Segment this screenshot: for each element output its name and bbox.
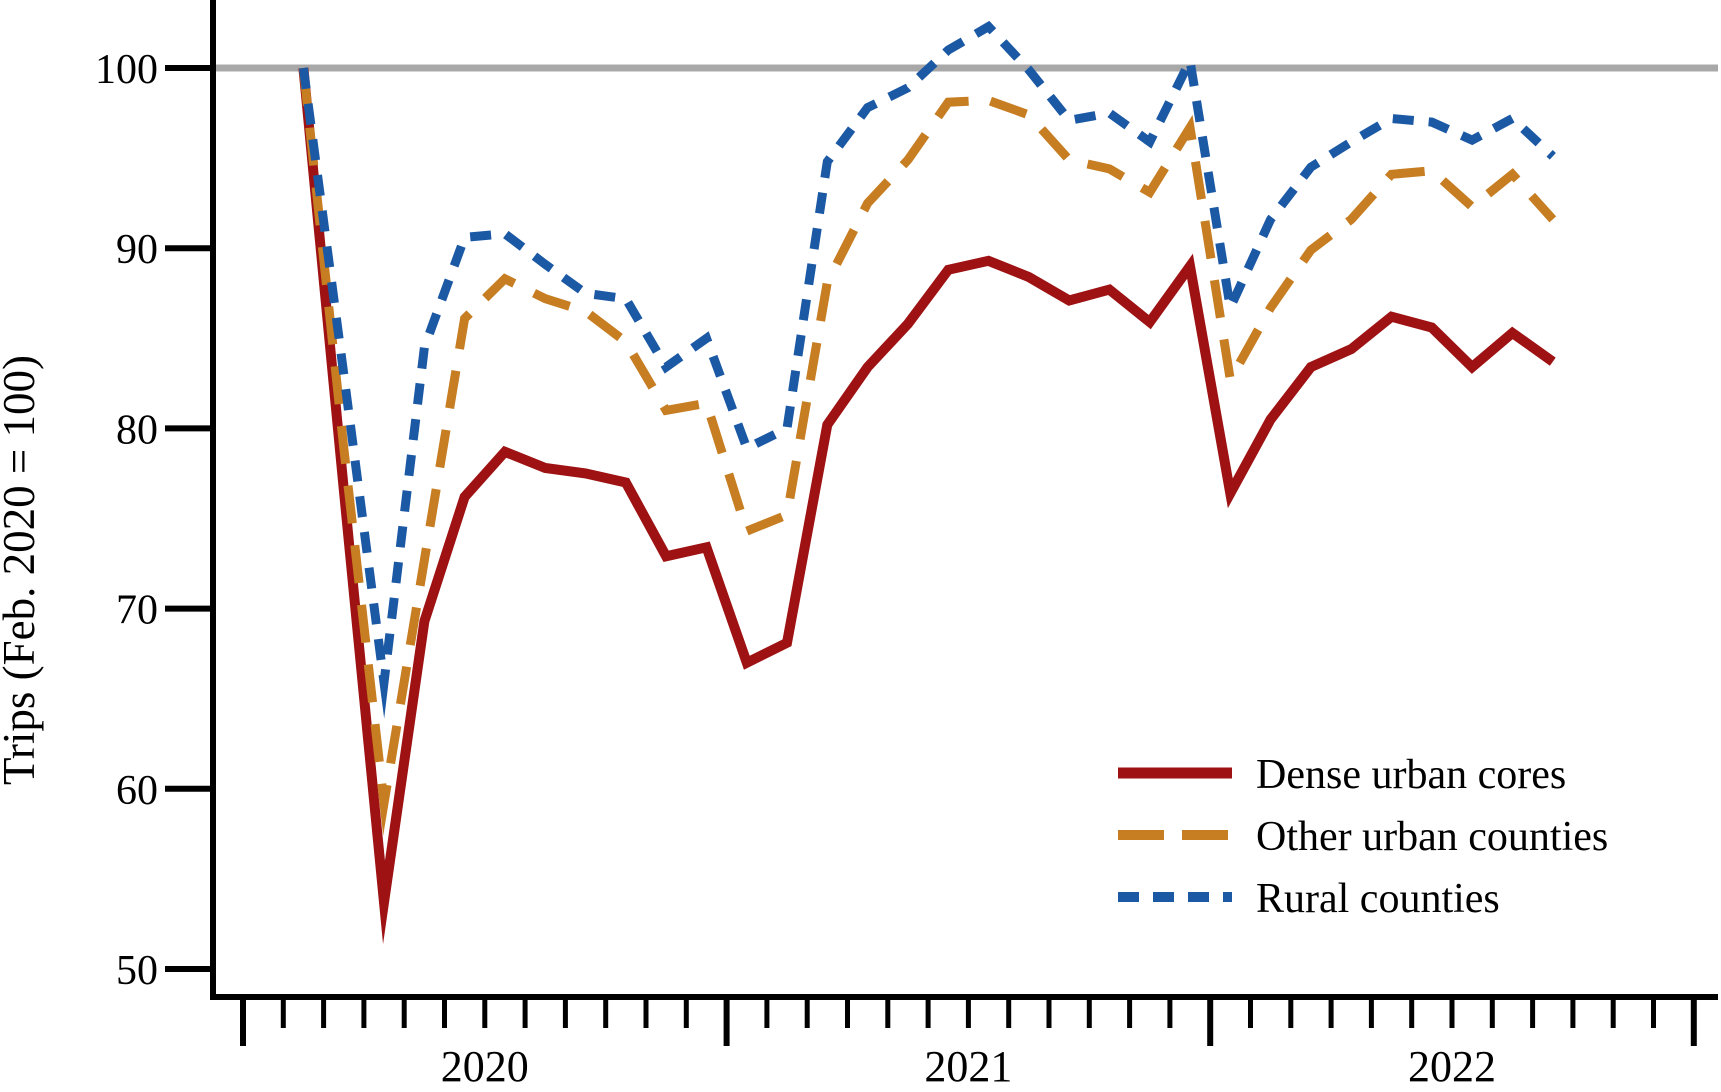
y-tick-label-100: 100 (95, 47, 158, 93)
x-axis-label-2021: 2021 (924, 1042, 1012, 1091)
y-tick-label-90: 90 (116, 227, 158, 273)
y-tick-label-80: 80 (116, 407, 158, 453)
x-axis-label-2020: 2020 (441, 1042, 529, 1091)
y-tick-label-70: 70 (116, 588, 158, 634)
series-line-other-urban-counties (298, 67, 1557, 836)
y-tick-label-50: 50 (116, 948, 158, 994)
legend-label-rural-counties: Rural counties (1256, 876, 1500, 922)
y-axis-title: Trips (Feb. 2020 = 100) (0, 355, 44, 785)
x-axis-label-2022: 2022 (1408, 1042, 1496, 1091)
legend-label-other-urban-counties: Other urban counties (1256, 814, 1608, 860)
series-line-dense-urban-cores (298, 67, 1556, 945)
y-tick-label-60: 60 (116, 768, 158, 814)
legend-label-dense-urban-cores: Dense urban cores (1256, 752, 1566, 798)
series-line-rural-counties (298, 20, 1556, 719)
